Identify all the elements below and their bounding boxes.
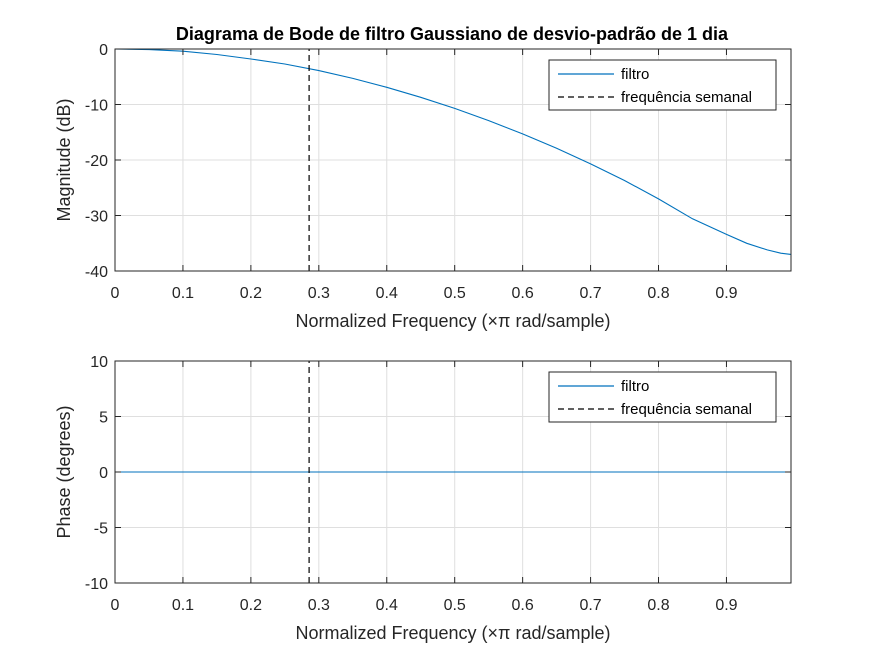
- magnitude-y-tick-label: -20: [85, 153, 108, 170]
- phase-x-axis-label: Normalized Frequency (×π rad/sample): [295, 623, 610, 643]
- magnitude-y-tick-label: -30: [85, 209, 108, 226]
- magnitude-y-axis-label: Magnitude (dB): [54, 98, 74, 221]
- magnitude-x-tick-label: 0.1: [172, 285, 194, 302]
- phase-axes: 0 0.1 0.2 0.3 0.4 0.5 0.6 0.7 0.8 0.9 10 5 0 -5 -10 No…: [54, 354, 792, 643]
- magnitude-series-filter-line: [114, 48, 792, 255]
- magnitude-y-tick-label: -10: [85, 98, 108, 115]
- magnitude-x-tick-label: 0.8: [647, 285, 669, 302]
- phase-y-tick-label: -5: [94, 521, 108, 538]
- phase-legend-label: filtro: [621, 378, 649, 395]
- magnitude-legend-label: frequência semanal: [621, 89, 752, 106]
- phase-x-tick-label: 0: [111, 597, 120, 614]
- magnitude-x-tick-label: 0: [111, 285, 120, 302]
- magnitude-x-tick-label: 0.4: [376, 285, 398, 302]
- magnitude-x-tick-label: 0.5: [444, 285, 466, 302]
- phase-y-tick-label: -10: [85, 576, 108, 593]
- chart-title: Diagrama de Bode de filtro Gaussiano de …: [176, 24, 729, 44]
- magnitude-x-tick-label: 0.2: [240, 285, 262, 302]
- phase-ticks: 0 0.1 0.2 0.3 0.4 0.5 0.6 0.7 0.8 0.9 10 5 0 -5 -10: [85, 354, 791, 614]
- phase-y-tick-label: 0: [99, 465, 108, 482]
- magnitude-axes: 0 0.1 0.2 0.3 0.4 0.5 0.6 0.7 0.8 0.9 0 -10 -20 -30 -4…: [54, 42, 792, 331]
- magnitude-legend-label: filtro: [621, 66, 649, 83]
- magnitude-legend: filtro frequência semanal: [548, 59, 777, 111]
- phase-x-tick-label: 0.7: [579, 597, 601, 614]
- magnitude-x-tick-label: 0.7: [579, 285, 601, 302]
- phase-x-tick-label: 0.3: [308, 597, 330, 614]
- phase-y-tick-label: 10: [90, 354, 108, 371]
- phase-x-tick-label: 0.2: [240, 597, 262, 614]
- phase-y-tick-label: 5: [99, 410, 108, 427]
- phase-legend-label: frequência semanal: [621, 401, 752, 418]
- phase-legend: filtro frequência semanal: [548, 371, 777, 423]
- magnitude-y-tick-label: 0: [99, 42, 108, 59]
- phase-x-tick-label: 0.8: [647, 597, 669, 614]
- phase-legend-box: [548, 371, 777, 423]
- phase-x-tick-label: 0.4: [376, 597, 398, 614]
- phase-x-tick-label: 0.6: [512, 597, 534, 614]
- magnitude-y-tick-label: -40: [85, 264, 108, 281]
- phase-plot-lines: [115, 361, 791, 583]
- phase-x-tick-label: 0.1: [172, 597, 194, 614]
- phase-x-tick-label: 0.5: [444, 597, 466, 614]
- phase-y-axis-label: Phase (degrees): [54, 405, 74, 538]
- magnitude-x-tick-label: 0.9: [715, 285, 737, 302]
- magnitude-legend-box: [548, 59, 777, 111]
- magnitude-ticks: 0 0.1 0.2 0.3 0.4 0.5 0.6 0.7 0.8 0.9 0 -10 -20 -30 -4…: [85, 42, 791, 302]
- magnitude-x-axis-label: Normalized Frequency (×π rad/sample): [295, 311, 610, 331]
- magnitude-plot-lines: [114, 48, 792, 271]
- magnitude-x-tick-label: 0.6: [512, 285, 534, 302]
- magnitude-x-tick-label: 0.3: [308, 285, 330, 302]
- phase-x-tick-label: 0.9: [715, 597, 737, 614]
